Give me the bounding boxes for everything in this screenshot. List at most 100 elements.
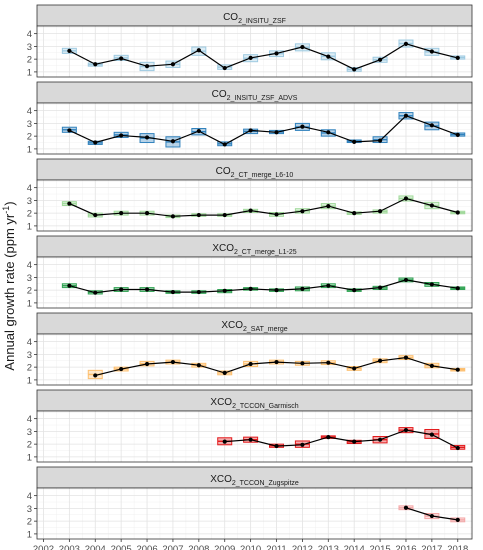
panel-title: XCO2_CT_merge_L1-25 bbox=[212, 243, 296, 256]
series-line bbox=[224, 429, 459, 449]
y-tick-label: 4 bbox=[27, 106, 32, 117]
data-point bbox=[403, 277, 409, 283]
panel-title: CO2_CT_merge_L6-10 bbox=[216, 166, 294, 179]
x-tick-label: 2014 bbox=[344, 544, 365, 550]
x-tick-label: 2006 bbox=[136, 544, 157, 550]
data-point bbox=[300, 442, 305, 447]
data-point bbox=[170, 62, 176, 67]
y-tick-label: 1 bbox=[27, 221, 32, 232]
panel-background bbox=[37, 103, 472, 154]
data-point bbox=[144, 135, 150, 140]
data-point bbox=[274, 130, 279, 135]
data-point bbox=[326, 283, 331, 288]
data-point bbox=[196, 363, 201, 368]
data-point bbox=[326, 54, 331, 59]
data-point bbox=[93, 140, 98, 145]
data-point bbox=[300, 124, 305, 129]
data-point bbox=[248, 128, 253, 133]
data-point bbox=[196, 289, 201, 295]
data-point bbox=[429, 123, 434, 128]
data-point bbox=[377, 285, 383, 290]
x-tick-label: 2010 bbox=[240, 544, 261, 550]
data-point bbox=[403, 428, 409, 433]
data-point bbox=[300, 286, 305, 291]
y-tick-label: 1 bbox=[27, 144, 32, 155]
data-point bbox=[377, 209, 383, 214]
data-point bbox=[403, 355, 409, 360]
data-point bbox=[274, 51, 279, 56]
x-axis: 2002 2003 2004 2005 2006 2007 2008 2009 2010 2011… bbox=[33, 539, 468, 550]
data-point bbox=[455, 132, 460, 137]
data-point bbox=[403, 505, 409, 510]
data-point bbox=[274, 443, 279, 449]
x-tick-label: 2008 bbox=[188, 544, 209, 550]
data-point bbox=[403, 41, 409, 46]
data-point bbox=[377, 358, 383, 363]
data-point bbox=[67, 283, 72, 288]
x-tick-label: 2004 bbox=[85, 544, 106, 550]
y-tick-label: 2 bbox=[27, 132, 32, 143]
data-point bbox=[455, 210, 460, 215]
y-tick-label: 3 bbox=[27, 196, 32, 207]
panel-background bbox=[37, 180, 472, 231]
y-tick-label: 2 bbox=[27, 440, 32, 451]
panel-5: XCO2_SAT_merge 12 3 4 bbox=[27, 312, 473, 386]
data-point bbox=[119, 366, 124, 372]
x-tick-label: 2002 bbox=[33, 544, 54, 550]
panel-background bbox=[37, 488, 472, 539]
data-point bbox=[455, 367, 460, 372]
y-axis-label-main: Annual growth rate (ppm yr bbox=[2, 213, 17, 370]
panel-title: XCO2_SAT_merge bbox=[221, 320, 287, 333]
panel-title-main: XCO bbox=[221, 320, 243, 331]
data-point bbox=[67, 128, 72, 133]
data-point bbox=[352, 67, 357, 72]
panel-background bbox=[37, 26, 472, 77]
data-point bbox=[93, 373, 98, 378]
series-line bbox=[69, 43, 458, 70]
panel-border bbox=[36, 179, 473, 232]
data-point bbox=[93, 62, 98, 67]
panel-6: XCO2_TCCON_Garmisch 12 3 4 bbox=[27, 389, 473, 463]
y-tick-label: 1 bbox=[27, 529, 32, 540]
panel-3: CO2_CT_merge_L6-10 12 3 4 bbox=[27, 158, 473, 232]
y-tick-label: 2 bbox=[27, 286, 32, 297]
data-point bbox=[170, 214, 176, 219]
data-point bbox=[429, 363, 434, 368]
y-tick-label: 2 bbox=[27, 363, 32, 374]
data-point bbox=[403, 113, 409, 118]
panel-border bbox=[36, 410, 473, 463]
data-point bbox=[274, 288, 279, 293]
data-point bbox=[377, 57, 383, 62]
data-point bbox=[196, 212, 201, 218]
data-point bbox=[429, 432, 434, 437]
data-point bbox=[222, 142, 227, 147]
data-point bbox=[119, 287, 124, 292]
panel-title-sub: 2_INSITU_ZSF_ADVS bbox=[227, 95, 298, 102]
y-tick-label: 2 bbox=[27, 55, 32, 66]
y-tick-label: 4 bbox=[27, 337, 32, 348]
panel-title-main: CO bbox=[212, 89, 227, 100]
data-point bbox=[455, 445, 460, 451]
data-point bbox=[455, 286, 460, 291]
data-point bbox=[352, 288, 357, 293]
y-tick-label: 4 bbox=[27, 414, 32, 425]
data-point bbox=[429, 203, 434, 208]
data-point bbox=[455, 517, 460, 522]
data-point bbox=[326, 204, 331, 209]
data-point bbox=[119, 56, 124, 61]
panel-title-sub: 2_TCCON_Garmisch bbox=[232, 403, 299, 410]
data-point bbox=[300, 361, 305, 366]
y-tick-label: 1 bbox=[27, 298, 32, 309]
x-tick-label: 2016 bbox=[395, 544, 416, 550]
panel-title-main: XCO bbox=[212, 243, 234, 254]
panel-title-sub: 2_TCCON_Zugspitze bbox=[232, 480, 299, 487]
panel-title: CO2_INSITU_ZSF_ADVS bbox=[212, 89, 298, 102]
data-point bbox=[222, 288, 227, 293]
panel-border bbox=[36, 256, 473, 309]
panel-border bbox=[36, 333, 473, 386]
y-axis-label: Annual growth rate (ppm yr-1) bbox=[1, 201, 17, 370]
data-point bbox=[170, 289, 176, 295]
y-tick-label: 3 bbox=[27, 350, 32, 361]
panel-title: XCO2_TCCON_Zugspitze bbox=[210, 474, 299, 487]
